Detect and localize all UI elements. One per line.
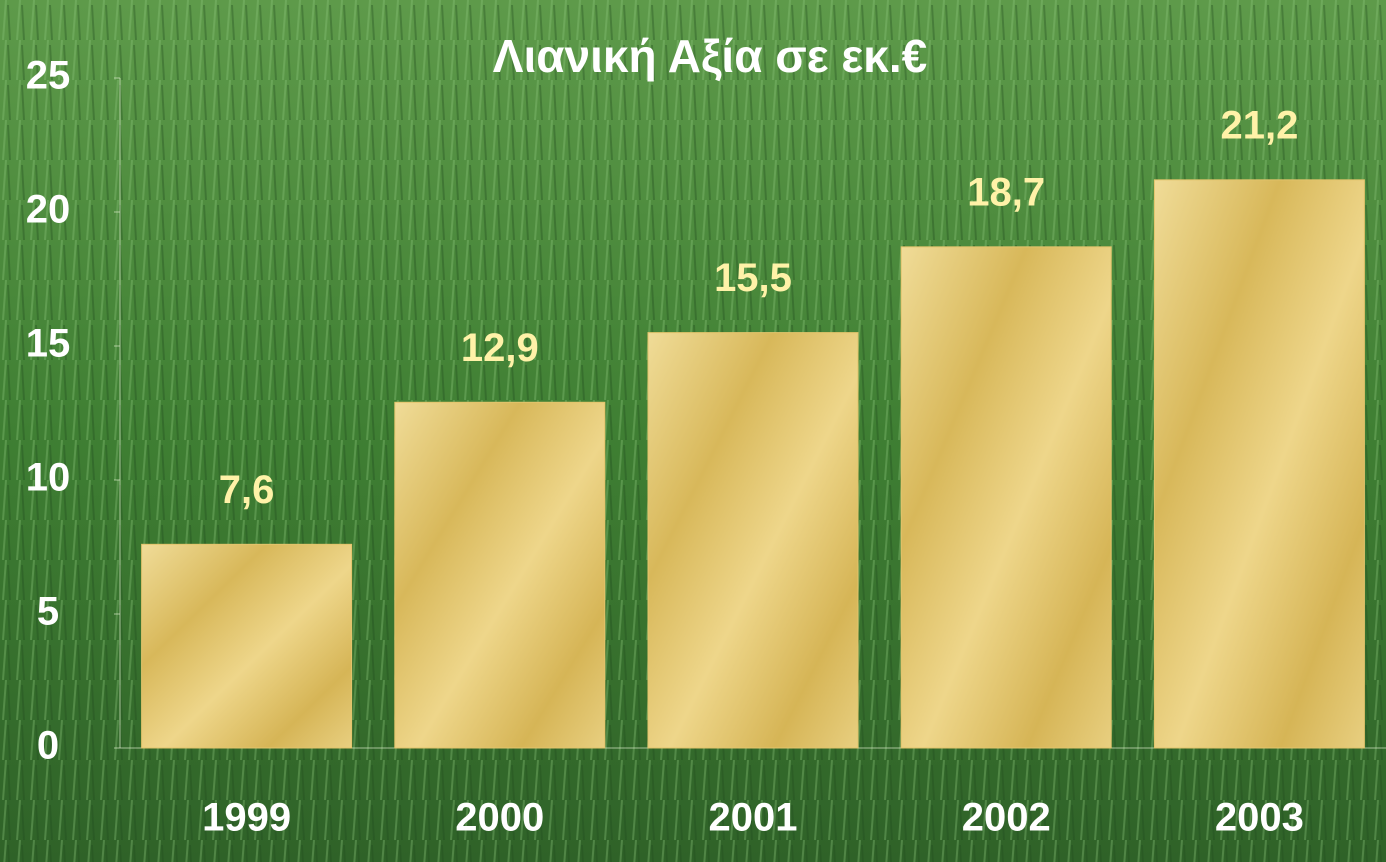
value-label: 15,5 bbox=[714, 256, 792, 300]
value-label: 21,2 bbox=[1220, 103, 1298, 147]
x-tick-label: 2001 bbox=[709, 796, 798, 840]
y-tick-label: 15 bbox=[26, 322, 71, 366]
bar bbox=[395, 402, 605, 748]
chart: Λιανική Αξία σε εκ.€ 0 5 10 15 20 25 1999 7,6 20… bbox=[0, 0, 1386, 862]
x-tick-label: 2000 bbox=[455, 796, 544, 840]
x-tick-label: 1999 bbox=[202, 796, 291, 840]
bar bbox=[901, 247, 1111, 748]
y-tick-label: 0 bbox=[37, 724, 59, 768]
bar bbox=[648, 333, 858, 748]
value-label: 7,6 bbox=[219, 468, 275, 512]
y-tick-label: 5 bbox=[37, 590, 59, 634]
x-tick-label: 2003 bbox=[1215, 796, 1304, 840]
bar bbox=[1154, 180, 1364, 748]
chart-title: Λιανική Αξία σε εκ.€ bbox=[493, 30, 927, 82]
x-tick-label: 2002 bbox=[962, 796, 1051, 840]
y-tick-label: 10 bbox=[26, 456, 71, 500]
y-tick-label: 25 bbox=[26, 54, 71, 98]
value-label: 18,7 bbox=[967, 170, 1045, 214]
value-label: 12,9 bbox=[461, 326, 539, 370]
y-tick-label: 20 bbox=[26, 188, 71, 232]
bar bbox=[142, 544, 352, 748]
page: Λιανική Αξία σε εκ.€ 0 5 10 15 20 25 1999 7,6 20… bbox=[0, 0, 1386, 862]
